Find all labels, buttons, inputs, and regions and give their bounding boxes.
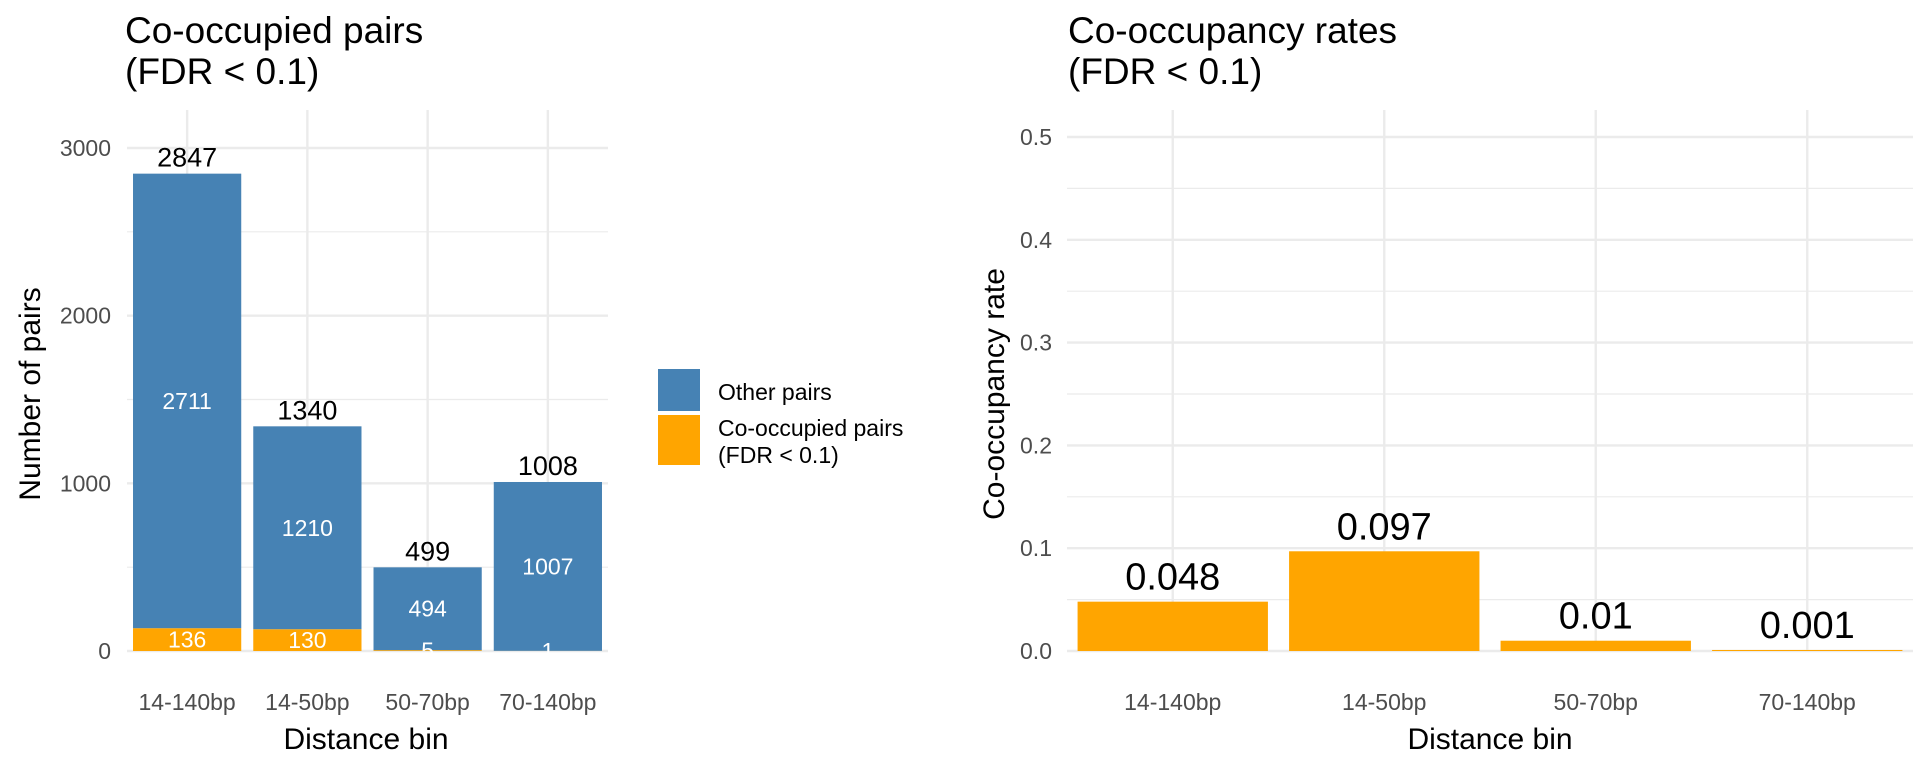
legend: Other pairs Co-occupied pairs (FDR < 0.1… [658,369,903,468]
left-title-line1: Co-occupied pairs [125,10,423,51]
bar-cooccupied-14-50bp [253,629,362,651]
right-y-tick: 0.5 [1020,124,1052,150]
right-title-line1: Co-occupancy rates [1068,10,1397,51]
right-y-tick: 0.3 [1020,330,1052,356]
bar-other-70-140bp [493,481,602,651]
left-x-tick: 50-70bp [385,689,469,715]
left-x-axis-title: Distance bin [283,723,448,756]
right-x-tick: 14-50bp [1342,689,1426,715]
right-y-axis-title: Co-occupancy rate [978,268,1011,520]
rate-bar-14-140bp [1077,601,1268,651]
bar-other-50-70bp [373,567,482,651]
left-y-axis-title: Number of pairs [14,287,47,500]
right-x-tick-labels: 14-140bp 14-50bp 50-70bp 70-140bp [1124,689,1856,715]
label-cooccupied-14-140bp: 136 [168,627,206,653]
legend-key-other-pairs [658,369,700,411]
right-gridlines [1067,110,1913,653]
legend-label-cooccupied-pairs-line2: (FDR < 0.1) [718,442,839,468]
label-other-14-140bp: 2711 [162,388,211,414]
right-bars [1077,551,1903,651]
rate-label-50-70bp: 0.01 [1559,596,1633,638]
label-cooccupied-14-50bp: 130 [288,627,326,653]
rate-bar-14-50bp [1289,551,1480,651]
right-y-tick-labels: 0.0 0.1 0.2 0.3 0.4 0.5 [1020,124,1052,664]
label-other-70-140bp: 1007 [522,553,573,579]
rate-bar-70-140bp [1712,649,1903,651]
rate-label-14-50bp: 0.097 [1337,506,1432,548]
left-x-tick-labels: 14-140bp 14-50bp 50-70bp 70-140bp [139,689,597,715]
left-x-tick: 70-140bp [499,689,596,715]
bar-cooccupied-14-140bp [133,628,242,651]
right-bar-labels: 0.048 0.097 0.01 0.001 [1125,506,1855,647]
legend-label-cooccupied-pairs-line1: Co-occupied pairs [718,415,903,441]
left-y-tick: 3000 [60,135,111,161]
left-chart-panel: 2711 136 2847 1210 130 1340 494 5 499 1007 1 1008 0… [14,10,608,756]
left-y-tick-labels: 0 1000 2000 3000 [60,135,111,664]
label-total-14-50bp: 1340 [277,395,337,425]
right-x-axis-title: Distance bin [1407,723,1572,756]
right-x-tick: 14-140bp [1124,689,1221,715]
left-y-tick: 0 [98,638,111,664]
rate-label-70-140bp: 0.001 [1760,605,1855,647]
right-y-tick: 0.4 [1020,227,1052,253]
label-cooccupied-50-70bp: 5 [421,638,434,664]
right-x-tick: 50-70bp [1554,689,1638,715]
rate-label-14-140bp: 0.048 [1125,557,1220,599]
label-other-14-50bp: 1210 [282,515,333,541]
label-total-50-70bp: 499 [405,536,450,566]
right-y-tick: 0.1 [1020,535,1052,561]
label-other-50-70bp: 494 [408,596,447,622]
right-chart-panel: 0.048 0.097 0.01 0.001 0.0 0.1 0.2 0.3 0.4 0.5 1… [978,10,1913,756]
left-y-tick: 1000 [60,470,111,496]
left-y-tick: 2000 [60,303,111,329]
bar-cooccupied-50-70bp [373,650,482,651]
left-bars [133,173,602,651]
left-bar-labels: 2711 136 2847 1210 130 1340 494 5 499 1007 1 1008 [157,143,578,664]
bar-other-14-140bp [133,173,242,629]
label-total-70-140bp: 1008 [518,451,578,481]
legend-label-other-pairs: Other pairs [718,379,832,405]
legend-key-cooccupied-pairs [658,415,700,465]
label-cooccupied-70-140bp: 1 [541,638,554,664]
right-y-tick: 0.2 [1020,432,1052,458]
rate-bar-50-70bp [1500,640,1691,651]
bar-other-14-50bp [253,426,362,630]
right-title-line2: (FDR < 0.1) [1068,51,1262,92]
left-x-tick: 14-50bp [265,689,349,715]
right-x-tick: 70-140bp [1759,689,1856,715]
label-total-14-140bp: 2847 [157,143,217,173]
left-x-tick: 14-140bp [139,689,236,715]
left-title-line2: (FDR < 0.1) [125,51,319,92]
right-y-tick: 0.0 [1020,638,1052,664]
